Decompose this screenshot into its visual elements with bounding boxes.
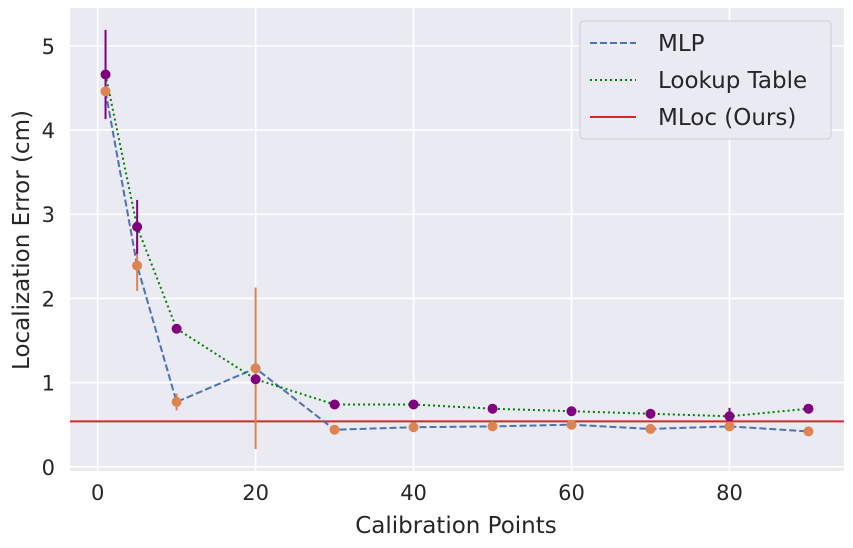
lookup-table-point [803,403,814,414]
y-tick-label: 0 [42,456,55,480]
legend: MLP Lookup Table MLoc (Ours) [579,20,832,140]
y-tick-label: 2 [42,287,55,311]
x-axis-label: Calibration Points [355,513,557,539]
x-tick-label: 60 [558,481,585,505]
mlp-point [250,363,261,374]
y-tick-label: 1 [42,372,55,396]
mlp-point [408,422,419,433]
lookup-table-point [487,403,498,414]
legend-label: MLP [658,31,705,57]
mlp-point [645,423,656,434]
lookup-table-point [645,408,656,419]
mlp-point [487,421,498,432]
mlp-point [566,419,577,430]
x-tick-label: 80 [716,481,743,505]
y-tick-label: 4 [42,119,55,143]
mlp-point [329,424,340,435]
lookup-table-point [329,399,340,410]
y-axis-ticks: 0 1 2 3 4 5 [42,35,55,480]
x-axis-ticks: 0 20 40 60 80 [91,481,743,505]
x-tick-label: 40 [400,481,427,505]
data-points [100,69,814,437]
lookup-table-point [132,221,143,232]
lookup-table-point [100,69,111,80]
x-tick-label: 20 [242,481,269,505]
legend-label: Lookup Table [658,68,807,94]
lookup-table-point [724,411,735,422]
y-tick-label: 3 [42,203,55,227]
mlp-point [724,421,735,432]
mlp-point [803,426,814,437]
x-tick-label: 0 [91,481,104,505]
y-tick-label: 5 [42,35,55,59]
legend-box [579,20,832,140]
legend-label: MLoc (Ours) [658,105,796,131]
mlp-point [132,260,143,271]
lookup-table-point [250,374,261,385]
lookup-table-point [171,323,182,334]
y-axis-label: Localization Error (cm) [9,110,35,370]
mlp-point [171,396,182,407]
lookup-table-point [408,399,419,410]
lookup-table-point [566,406,577,417]
mlp-point [100,86,111,97]
